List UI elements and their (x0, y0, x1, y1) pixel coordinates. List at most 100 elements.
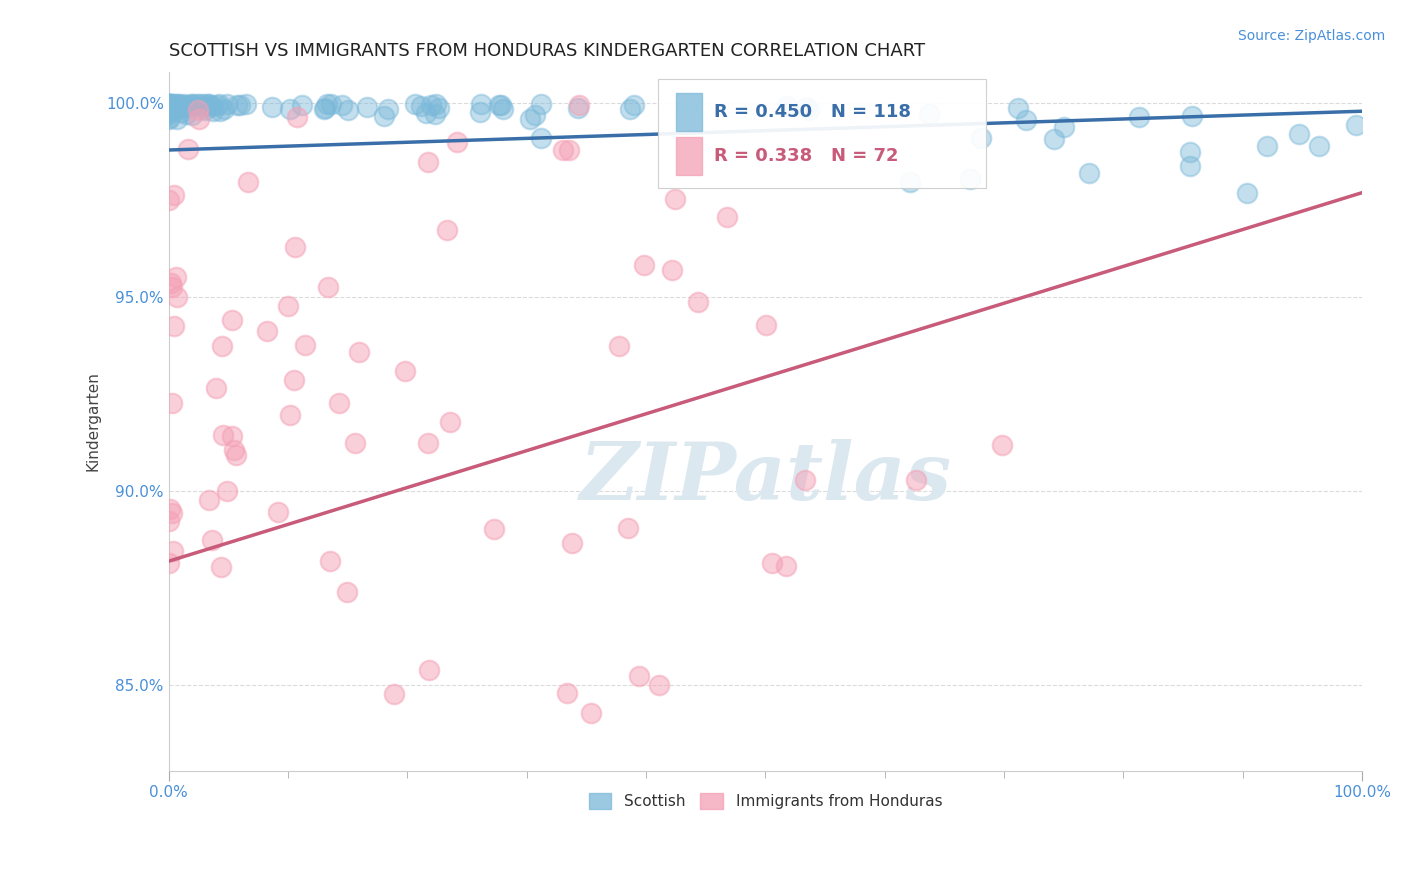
Point (1128, 110, 1150, 124)
Point (793, 473, 815, 487)
Point (157, 556, 180, 570)
Point (207, 98, 229, 112)
Text: ZIPatlas: ZIPatlas (579, 439, 952, 516)
Point (169, 101, 191, 115)
Point (316, 279, 339, 293)
Point (446, 135, 468, 149)
Point (291, 97, 314, 112)
Point (568, 98, 591, 112)
Point (319, 96, 342, 111)
Point (794, 100, 817, 114)
Point (236, 175, 259, 189)
Point (193, 96, 215, 111)
Point (163, 319, 186, 334)
Point (285, 110, 308, 124)
Point (425, 96, 447, 111)
Point (160, 507, 183, 521)
Point (797, 103, 820, 117)
Point (343, 436, 366, 450)
Point (330, 98, 353, 112)
Point (418, 154, 440, 169)
Legend: Scottish, Immigrants from Honduras: Scottish, Immigrants from Honduras (582, 788, 948, 815)
Point (157, 107, 180, 121)
Point (277, 299, 299, 313)
Point (225, 448, 247, 462)
Point (283, 373, 305, 387)
Point (558, 143, 581, 157)
Point (159, 502, 181, 516)
Point (209, 559, 232, 574)
Point (1308, 139, 1330, 153)
Point (1015, 113, 1038, 128)
Point (197, 96, 219, 111)
Point (170, 105, 193, 120)
Point (262, 100, 284, 114)
Point (661, 263, 683, 277)
Point (676, 101, 699, 115)
Point (394, 364, 416, 378)
Point (267, 505, 290, 519)
Point (157, 193, 180, 207)
Point (470, 97, 492, 112)
Point (627, 669, 650, 683)
Point (179, 99, 201, 113)
Point (179, 98, 201, 112)
Point (686, 295, 709, 310)
Point (162, 396, 184, 410)
Point (1053, 120, 1076, 134)
Point (173, 97, 195, 112)
Point (165, 270, 187, 285)
Point (197, 493, 219, 508)
Point (312, 102, 335, 116)
Point (187, 103, 209, 118)
Point (716, 211, 738, 225)
Point (315, 96, 337, 111)
Point (328, 396, 350, 410)
Point (208, 104, 231, 119)
Point (356, 100, 378, 114)
Point (181, 108, 204, 122)
Point (314, 102, 336, 116)
Point (555, 686, 578, 700)
Point (382, 687, 405, 701)
Point (205, 381, 228, 395)
Point (633, 258, 655, 272)
Point (619, 103, 641, 117)
Point (160, 280, 183, 294)
Point (1288, 127, 1310, 141)
Y-axis label: Kindergarten: Kindergarten (86, 372, 100, 472)
Point (775, 558, 797, 573)
Point (174, 106, 197, 120)
Point (561, 536, 583, 550)
Point (202, 103, 225, 118)
Point (160, 96, 183, 111)
Point (439, 416, 461, 430)
Point (214, 102, 236, 116)
Point (755, 318, 778, 333)
Point (215, 96, 238, 111)
Point (1236, 186, 1258, 200)
Point (1181, 109, 1204, 123)
Point (991, 437, 1014, 451)
Point (167, 100, 190, 114)
Point (212, 427, 235, 442)
Point (425, 107, 447, 121)
Point (530, 97, 553, 112)
Point (278, 409, 301, 423)
Point (229, 98, 252, 112)
Point (211, 339, 233, 353)
Point (1256, 139, 1278, 153)
Point (157, 101, 180, 115)
Point (1043, 132, 1066, 146)
Point (163, 97, 186, 112)
Point (157, 97, 180, 112)
Point (530, 130, 553, 145)
Point (167, 97, 190, 112)
Point (969, 131, 991, 145)
Point (1180, 159, 1202, 173)
Point (174, 99, 197, 113)
Point (180, 96, 202, 111)
Point (524, 108, 547, 122)
Point (157, 112, 180, 126)
Point (157, 514, 180, 528)
